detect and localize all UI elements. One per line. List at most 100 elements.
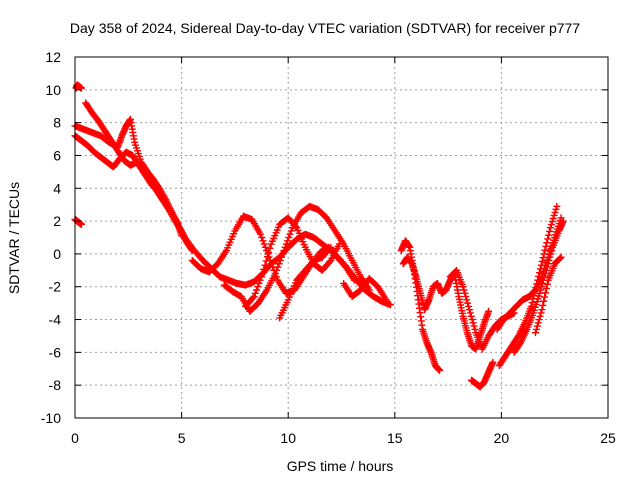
x-tick-label: 10 [280,430,296,446]
data-point [543,239,551,247]
data-point [531,287,539,295]
series-track-e [82,99,192,248]
data-point [539,279,547,287]
data-point [281,243,289,251]
data-point [255,279,263,287]
series-track-s [532,253,565,337]
y-tick-label: -6 [49,344,62,360]
series-track-h [220,202,373,315]
data-point [556,254,564,262]
data-point [538,257,546,265]
data-point [530,291,538,299]
data-point [536,312,544,320]
data-point [541,293,549,301]
data-point [287,227,295,235]
data-point [485,307,493,315]
data-point [548,218,556,226]
data-point [547,221,555,229]
data-point [256,276,264,284]
data-point [543,280,551,288]
data-point [468,316,476,324]
series-track-k [340,275,390,304]
data-point [539,301,547,309]
axis-ticks: -10 -8 -6 -4 -2 0 2 4 6 8 10 12 0 5 10 15 20 25 [41,49,616,446]
data-point [266,244,274,252]
data-point [536,265,544,273]
plot-frame [74,56,609,419]
data-point [350,276,358,284]
data-point [365,286,373,294]
data-point [326,245,334,253]
data-point [259,270,267,278]
data-point [254,283,262,291]
data-point [541,246,549,254]
series-track-o [468,358,497,391]
x-tick-label: 5 [178,430,186,446]
data-point [249,294,257,302]
data-point [470,322,478,330]
data-point [550,211,558,219]
y-tick-label: 4 [53,180,61,196]
x-tick-label: 25 [600,430,616,446]
data-point [546,224,554,232]
series-track-c [71,132,186,240]
data-point [552,205,560,213]
data-point [274,263,282,271]
data-point [257,273,265,281]
data-point [256,230,264,238]
data-point [273,266,281,274]
data-point [261,261,269,269]
data-point [542,289,550,297]
data-point [544,235,552,243]
data-point [465,302,473,310]
data-point [547,250,555,258]
data-point [285,234,293,241]
data-point [466,309,474,317]
data-point [276,256,284,264]
data-point [527,302,535,310]
data-point [532,284,540,292]
data-point [537,286,545,294]
data-point [265,249,273,257]
data-point [469,319,477,327]
data-point [546,227,554,235]
y-tick-label: 2 [53,213,61,229]
x-axis-label: GPS time / hours [287,458,394,474]
data-point [537,309,545,317]
data-point [544,260,552,268]
data-point [284,237,292,245]
data-point [535,316,543,324]
series-track-q [495,202,561,369]
data-point [286,230,294,238]
data-point [250,293,258,301]
series-track-j [276,243,335,322]
data-point [538,283,546,291]
x-tick-label: 0 [71,430,79,446]
data-point [532,325,540,333]
data-point [461,289,469,297]
data-point [280,247,288,255]
data-point [532,329,540,337]
y-tick-label: -10 [41,410,61,426]
data-point [260,240,268,248]
y-tick-label: -4 [49,312,62,328]
data-point [326,258,334,266]
data-point [327,243,335,251]
data-point [261,243,269,251]
data-point [549,215,557,223]
series-track-d [71,115,196,255]
data-point [459,283,467,291]
data-point [546,253,554,261]
data-point [465,306,473,314]
data-point [537,261,545,269]
data-point [460,286,468,294]
data-point [545,256,553,264]
data-point [534,319,542,327]
y-tick-label: 0 [53,246,61,262]
series-track-b [71,215,85,228]
data-point [260,265,268,273]
data-point [335,240,343,248]
data-points [71,81,567,391]
data-point [539,254,547,262]
